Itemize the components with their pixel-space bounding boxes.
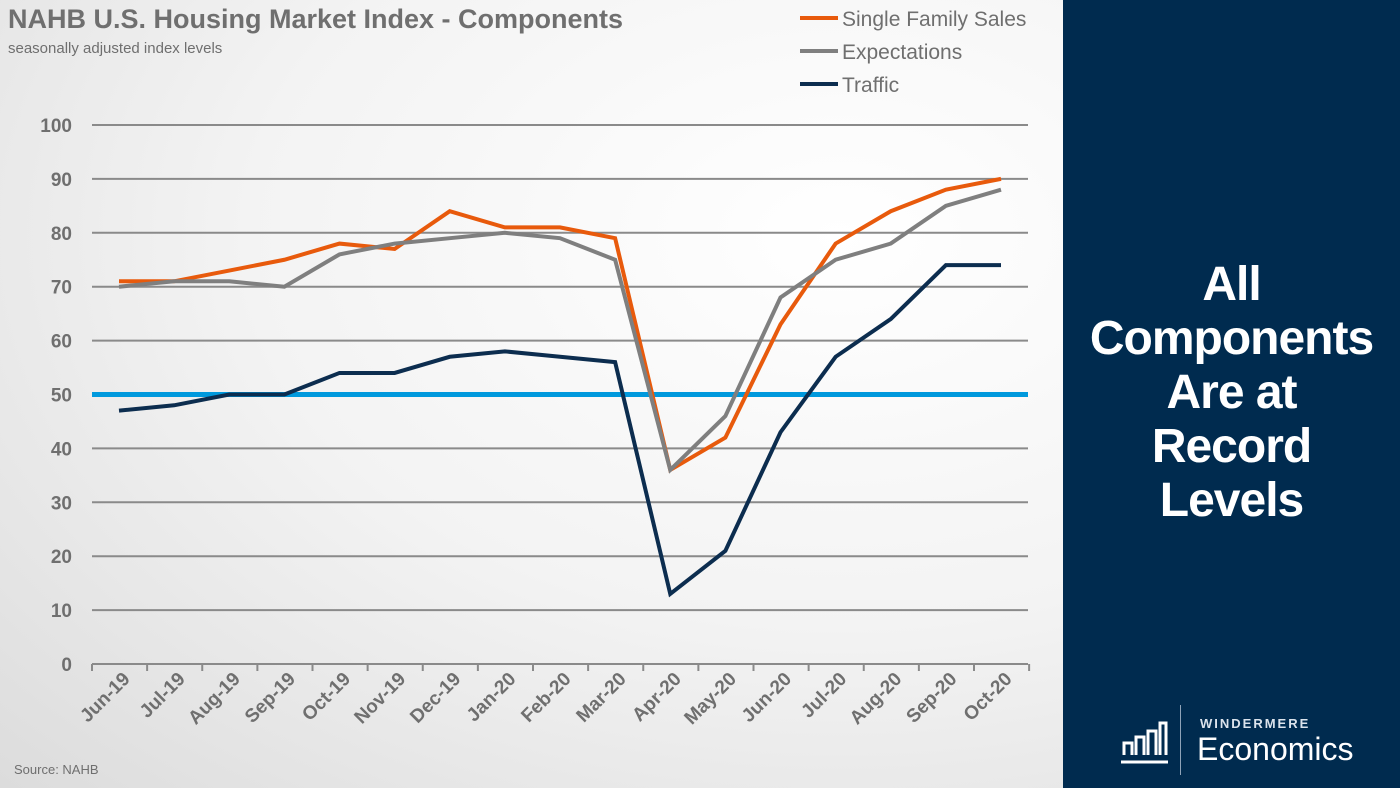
x-tick-label: Mar-20 <box>573 669 631 727</box>
x-tick-label: Jul-20 <box>797 669 851 723</box>
x-tick-label: Jun-19 <box>76 669 134 727</box>
y-tick-label: 90 <box>51 170 72 191</box>
x-tick-label: Sep-20 <box>902 669 961 728</box>
y-tick-label: 20 <box>51 547 72 568</box>
y-tick-label: 30 <box>51 493 72 514</box>
x-tick-label: Jan-20 <box>463 669 520 726</box>
logo-divider <box>1180 705 1181 775</box>
side-panel: All Components Are at Record Levels WIND… <box>1063 0 1400 788</box>
x-tick-label: Oct-19 <box>298 669 355 726</box>
x-tick-label: Aug-19 <box>184 669 244 729</box>
legend-label: Single Family Sales <box>842 8 1026 31</box>
headline-line: Levels <box>1159 474 1304 527</box>
headline-line: Components <box>1089 312 1374 365</box>
logo-brand: WINDERMERE <box>1200 716 1311 731</box>
series-line-single-family-sales <box>119 176 1002 474</box>
x-tick-label: Nov-19 <box>351 669 411 729</box>
x-tick-label: Aug-20 <box>846 669 906 729</box>
line-chart: 0 10 20 30 40 50 60 70 80 90 100 Jun-19 Jul-19Aug-19… <box>40 8 1031 729</box>
windermere-logo: WINDERMERE Economics <box>1120 705 1400 775</box>
x-tick-label: Oct-20 <box>960 669 1017 726</box>
legend-label: Expectations <box>842 41 962 64</box>
x-tick-label: May-20 <box>681 669 741 729</box>
y-tick-label: 0 <box>61 655 72 676</box>
headline: All Components Are at Record Levels <box>1063 258 1400 528</box>
bar-chart-icon <box>1121 721 1168 764</box>
x-tick-label: Jun-20 <box>738 669 796 727</box>
series-line-traffic <box>118 263 1001 598</box>
series-line-expectations <box>118 187 1002 474</box>
chart-subtitle: seasonally adjusted index levels <box>8 40 223 57</box>
y-tick-label: 60 <box>51 332 72 353</box>
headline-line: All <box>1202 258 1261 311</box>
logo-product: Economics <box>1197 731 1354 767</box>
x-tick-label: Apr-20 <box>628 669 685 726</box>
x-tick-label: Dec-19 <box>406 669 465 728</box>
y-tick-label: 40 <box>51 439 72 460</box>
chart-title: NAHB U.S. Housing Market Index - Compone… <box>8 4 624 34</box>
y-tick-label: 50 <box>51 386 72 407</box>
x-tick-label: Feb-20 <box>517 669 575 727</box>
legend-label: Traffic <box>842 74 899 97</box>
y-tick-label: 100 <box>40 116 72 137</box>
y-tick-label: 70 <box>51 278 72 299</box>
x-tick-label: Jul-19 <box>136 669 190 723</box>
x-tick-label: Sep-19 <box>241 669 300 728</box>
headline-line: Record <box>1151 420 1312 473</box>
source-note: Source: NAHB <box>14 762 99 777</box>
headline-line: Are at <box>1166 366 1297 419</box>
y-tick-label: 80 <box>51 224 72 245</box>
y-tick-label: 10 <box>51 601 72 622</box>
